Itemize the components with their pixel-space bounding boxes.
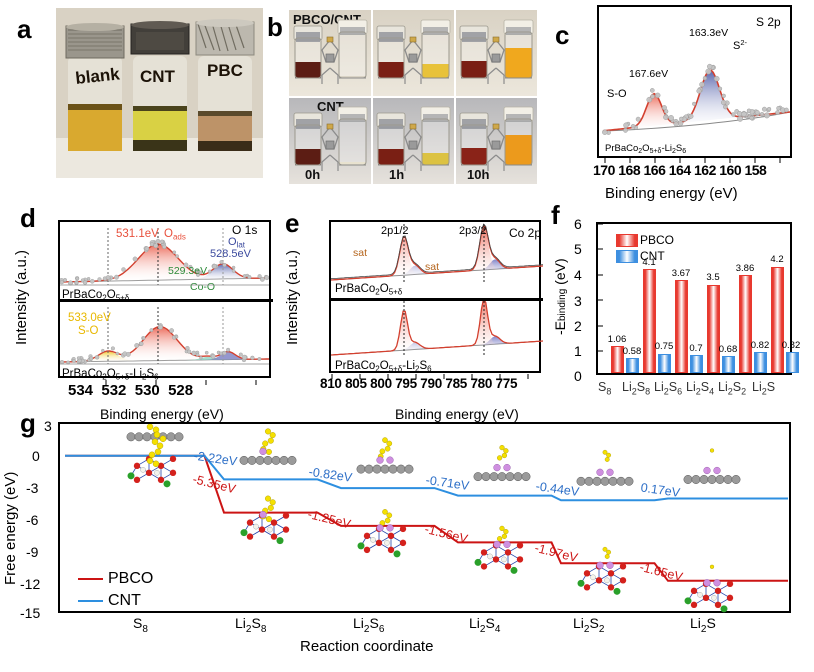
svg-text:Oads: Oads — [164, 228, 186, 242]
svg-text:S-O: S-O — [78, 325, 99, 337]
svg-text:PrBaCo2O5+δ-Li2S6: PrBaCo2O5+δ-Li2S6 — [62, 368, 159, 380]
svg-text:O 1s: O 1s — [232, 223, 257, 237]
svg-text:529.3eV: 529.3eV — [168, 265, 207, 277]
svg-text:-0.71eV: -0.71eV — [425, 473, 471, 493]
svg-text:CNT: CNT — [140, 67, 176, 86]
svg-text:533.0eV: 533.0eV — [68, 312, 111, 324]
svg-text:-1.56eV: -1.56eV — [423, 522, 470, 546]
svg-text:S-O: S-O — [607, 88, 627, 100]
svg-text:sat: sat — [425, 261, 439, 273]
svg-text:Co-O: Co-O — [190, 281, 215, 293]
svg-text:-5.35eV: -5.35eV — [191, 472, 238, 496]
svg-text:167.6eV: 167.6eV — [629, 68, 668, 80]
svg-text:PBC: PBC — [207, 61, 243, 80]
svg-text:0.17eV: 0.17eV — [640, 481, 682, 500]
svg-text:-1.65eV: -1.65eV — [638, 560, 685, 584]
svg-text:PrBaCo2O5+δ-Li2S6: PrBaCo2O5+δ-Li2S6 — [605, 143, 686, 155]
svg-text:S 2p: S 2p — [756, 15, 781, 29]
svg-text:PrBaCo2O5+δ: PrBaCo2O5+δ — [335, 283, 403, 297]
svg-text:-0.82eV: -0.82eV — [308, 465, 354, 485]
svg-text:-1.25eV: -1.25eV — [306, 507, 353, 531]
svg-text:-1.97eV: -1.97eV — [533, 541, 580, 565]
svg-text:PrBaCo2O5+δ-Li2S6: PrBaCo2O5+δ-Li2S6 — [335, 360, 432, 374]
svg-text:528.5eV: 528.5eV — [210, 248, 252, 260]
svg-text:531.1eV: 531.1eV — [116, 228, 159, 240]
svg-text:sat: sat — [353, 247, 367, 259]
svg-text:2p3/2: 2p3/2 — [459, 225, 487, 237]
svg-text:-2.22eV: -2.22eV — [193, 449, 239, 469]
svg-text:2p1/2: 2p1/2 — [381, 225, 409, 237]
svg-text:163.3eV: 163.3eV — [689, 27, 728, 39]
svg-text:Co 2p: Co 2p — [509, 226, 541, 240]
svg-text:S2-: S2- — [733, 38, 748, 52]
